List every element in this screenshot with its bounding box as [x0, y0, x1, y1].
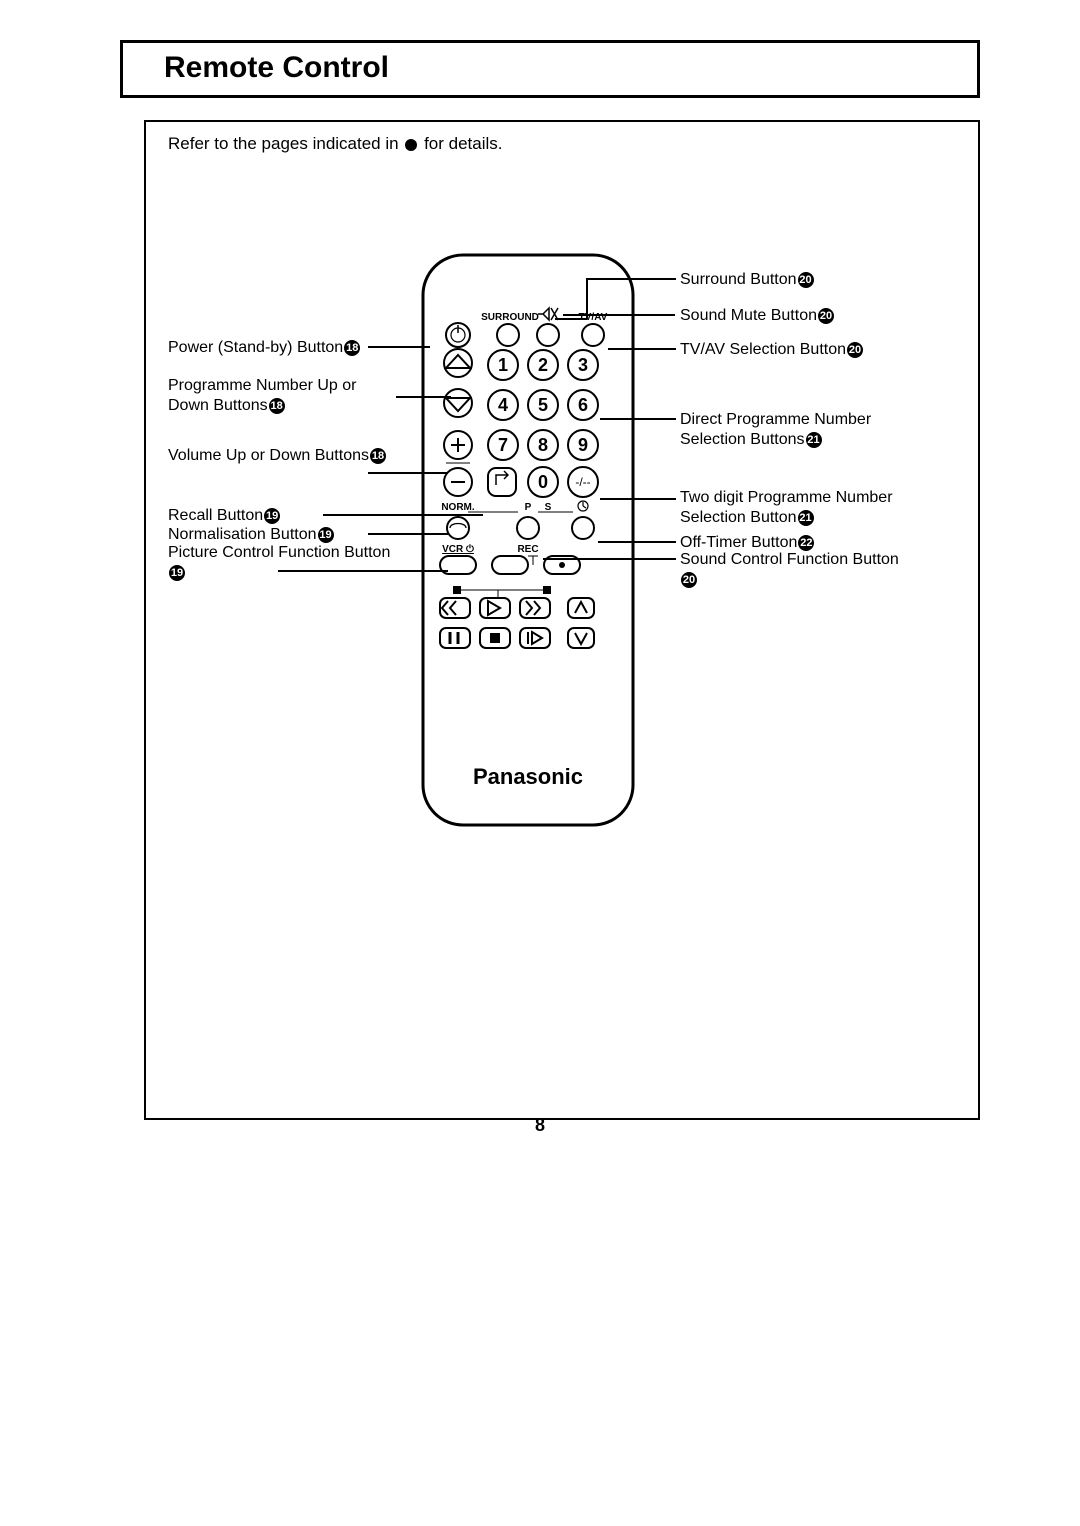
intro-text: Refer to the pages indicated in for deta… [168, 134, 962, 154]
callout-right-6: Sound Control Function Button20 [680, 550, 910, 590]
intro-after: for details. [424, 134, 502, 153]
svg-text:0: 0 [538, 472, 548, 492]
svg-text:P: P [525, 502, 532, 513]
svg-text:-/--: -/-- [575, 475, 590, 489]
page-ref-icon: 19 [169, 565, 185, 581]
svg-text:6: 6 [578, 395, 588, 415]
page-ref-icon: 20 [847, 342, 863, 358]
callout-right-4: Two digit Programme Number Selection But… [680, 488, 910, 528]
callout-left-5: Picture Control Function Button19 [168, 543, 398, 583]
page-number: 8 [0, 1115, 1080, 1136]
svg-text:SURROUND: SURROUND [481, 312, 539, 323]
svg-text:NORM.: NORM. [441, 502, 475, 513]
diagram-area: SURROUND TV/AV [168, 250, 962, 1088]
manual-page: Remote Control Refer to the pages indica… [0, 0, 1080, 1526]
intro-before: Refer to the pages indicated in [168, 134, 399, 153]
callout-left-4: Normalisation Button19 [168, 525, 398, 545]
svg-text:1: 1 [498, 355, 508, 375]
page-ref-icon: 18 [269, 398, 285, 414]
content-frame: Refer to the pages indicated in for deta… [144, 120, 980, 1120]
svg-text:REC: REC [517, 544, 538, 555]
svg-text:S: S [545, 502, 552, 513]
page-ref-icon: 18 [370, 448, 386, 464]
callout-left-2: Volume Up or Down Buttons18 [168, 446, 398, 466]
callout-right-3: Direct Programme Number Selection Button… [680, 410, 910, 450]
page-ref-icon: 21 [806, 432, 822, 448]
svg-text:8: 8 [538, 435, 548, 455]
callout-right-1: Sound Mute Button20 [680, 306, 910, 326]
page-ref-icon: 20 [798, 272, 814, 288]
callout-right-2: TV/AV Selection Button20 [680, 340, 910, 360]
svg-text:2: 2 [538, 355, 548, 375]
remote-svg: SURROUND TV/AV [418, 250, 638, 830]
callout-left-3: Recall Button19 [168, 506, 398, 526]
page-ref-icon: 18 [344, 340, 360, 356]
page-ref-icon: 22 [798, 535, 814, 551]
remote-illustration: SURROUND TV/AV [418, 250, 638, 830]
svg-text:7: 7 [498, 435, 508, 455]
page-ref-icon: 20 [681, 572, 697, 588]
svg-text:VCR ⏻: VCR ⏻ [442, 543, 474, 555]
page-ref-icon: 19 [318, 527, 334, 543]
section-title-box: Remote Control [120, 40, 980, 98]
bullet-icon [405, 139, 417, 151]
brand-label: Panasonic [418, 764, 638, 790]
svg-text:5: 5 [538, 395, 548, 415]
callout-left-0: Power (Stand-by) Button18 [168, 338, 398, 358]
svg-text:9: 9 [578, 435, 588, 455]
callout-left-1: Programme Number Up or Down Buttons18 [168, 376, 398, 416]
callout-right-0: Surround Button20 [680, 270, 910, 290]
section-title: Remote Control [164, 51, 959, 85]
svg-text:3: 3 [578, 355, 588, 375]
page-ref-icon: 20 [818, 308, 834, 324]
page-ref-icon: 21 [798, 510, 814, 526]
page-ref-icon: 19 [264, 508, 280, 524]
svg-text:4: 4 [498, 395, 508, 415]
